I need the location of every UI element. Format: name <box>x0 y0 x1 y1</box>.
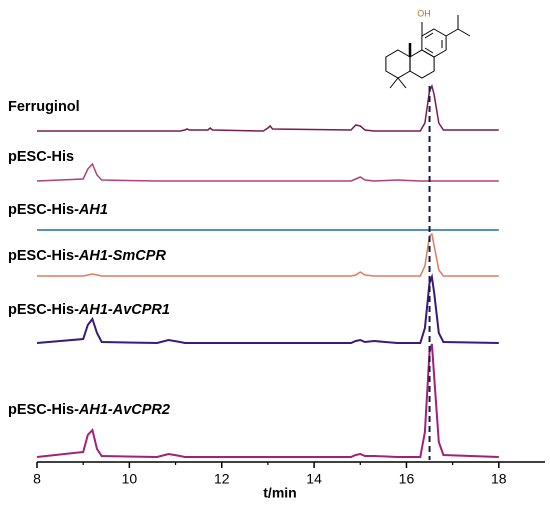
trace-label-part: pESC-His <box>8 149 74 165</box>
x-tick-label: 10 <box>122 471 138 487</box>
trace <box>36 273 499 345</box>
trace-label-part: pESC-His- <box>8 302 79 318</box>
trace-label-part: AH1-AvCPR1 <box>78 302 170 318</box>
trace-label-part: pESC-His- <box>8 402 79 418</box>
trace-label: pESC-His-AH1 <box>8 202 108 218</box>
trace-label-part: pESC-His- <box>8 248 79 264</box>
trace <box>37 232 499 277</box>
trace-label-part: pESC-His- <box>8 202 79 218</box>
trace-label: pESC-His <box>8 149 74 165</box>
trace-label-part: Ferruginol <box>8 99 80 115</box>
structure-label: OH <box>417 8 431 18</box>
trace-label: pESC-His-AH1-AvCPR2 <box>8 402 170 418</box>
trace-label-part: AH1-SmCPR <box>78 248 167 264</box>
trace-label: Ferruginol <box>8 99 80 115</box>
trace-label: pESC-His-AH1-SmCPR <box>8 248 166 264</box>
x-tick-label: 18 <box>491 471 507 487</box>
trace-label-part: AH1 <box>78 202 108 218</box>
structure-ring <box>409 49 435 79</box>
trace-label: pESC-His-AH1-AvCPR1 <box>8 302 170 318</box>
x-axis-label: t/min <box>263 485 296 501</box>
trace <box>36 343 499 459</box>
structure-bond <box>424 32 443 54</box>
x-tick-label: 8 <box>33 471 41 487</box>
structure-ring <box>385 49 411 79</box>
trace-label-part: AH1-AvCPR2 <box>78 402 170 418</box>
x-tick-label: 16 <box>399 471 415 487</box>
x-tick-label: 12 <box>214 471 230 487</box>
structure-bond <box>389 15 471 89</box>
trace <box>36 162 499 182</box>
x-tick-label: 14 <box>306 471 322 487</box>
trace <box>37 83 499 132</box>
